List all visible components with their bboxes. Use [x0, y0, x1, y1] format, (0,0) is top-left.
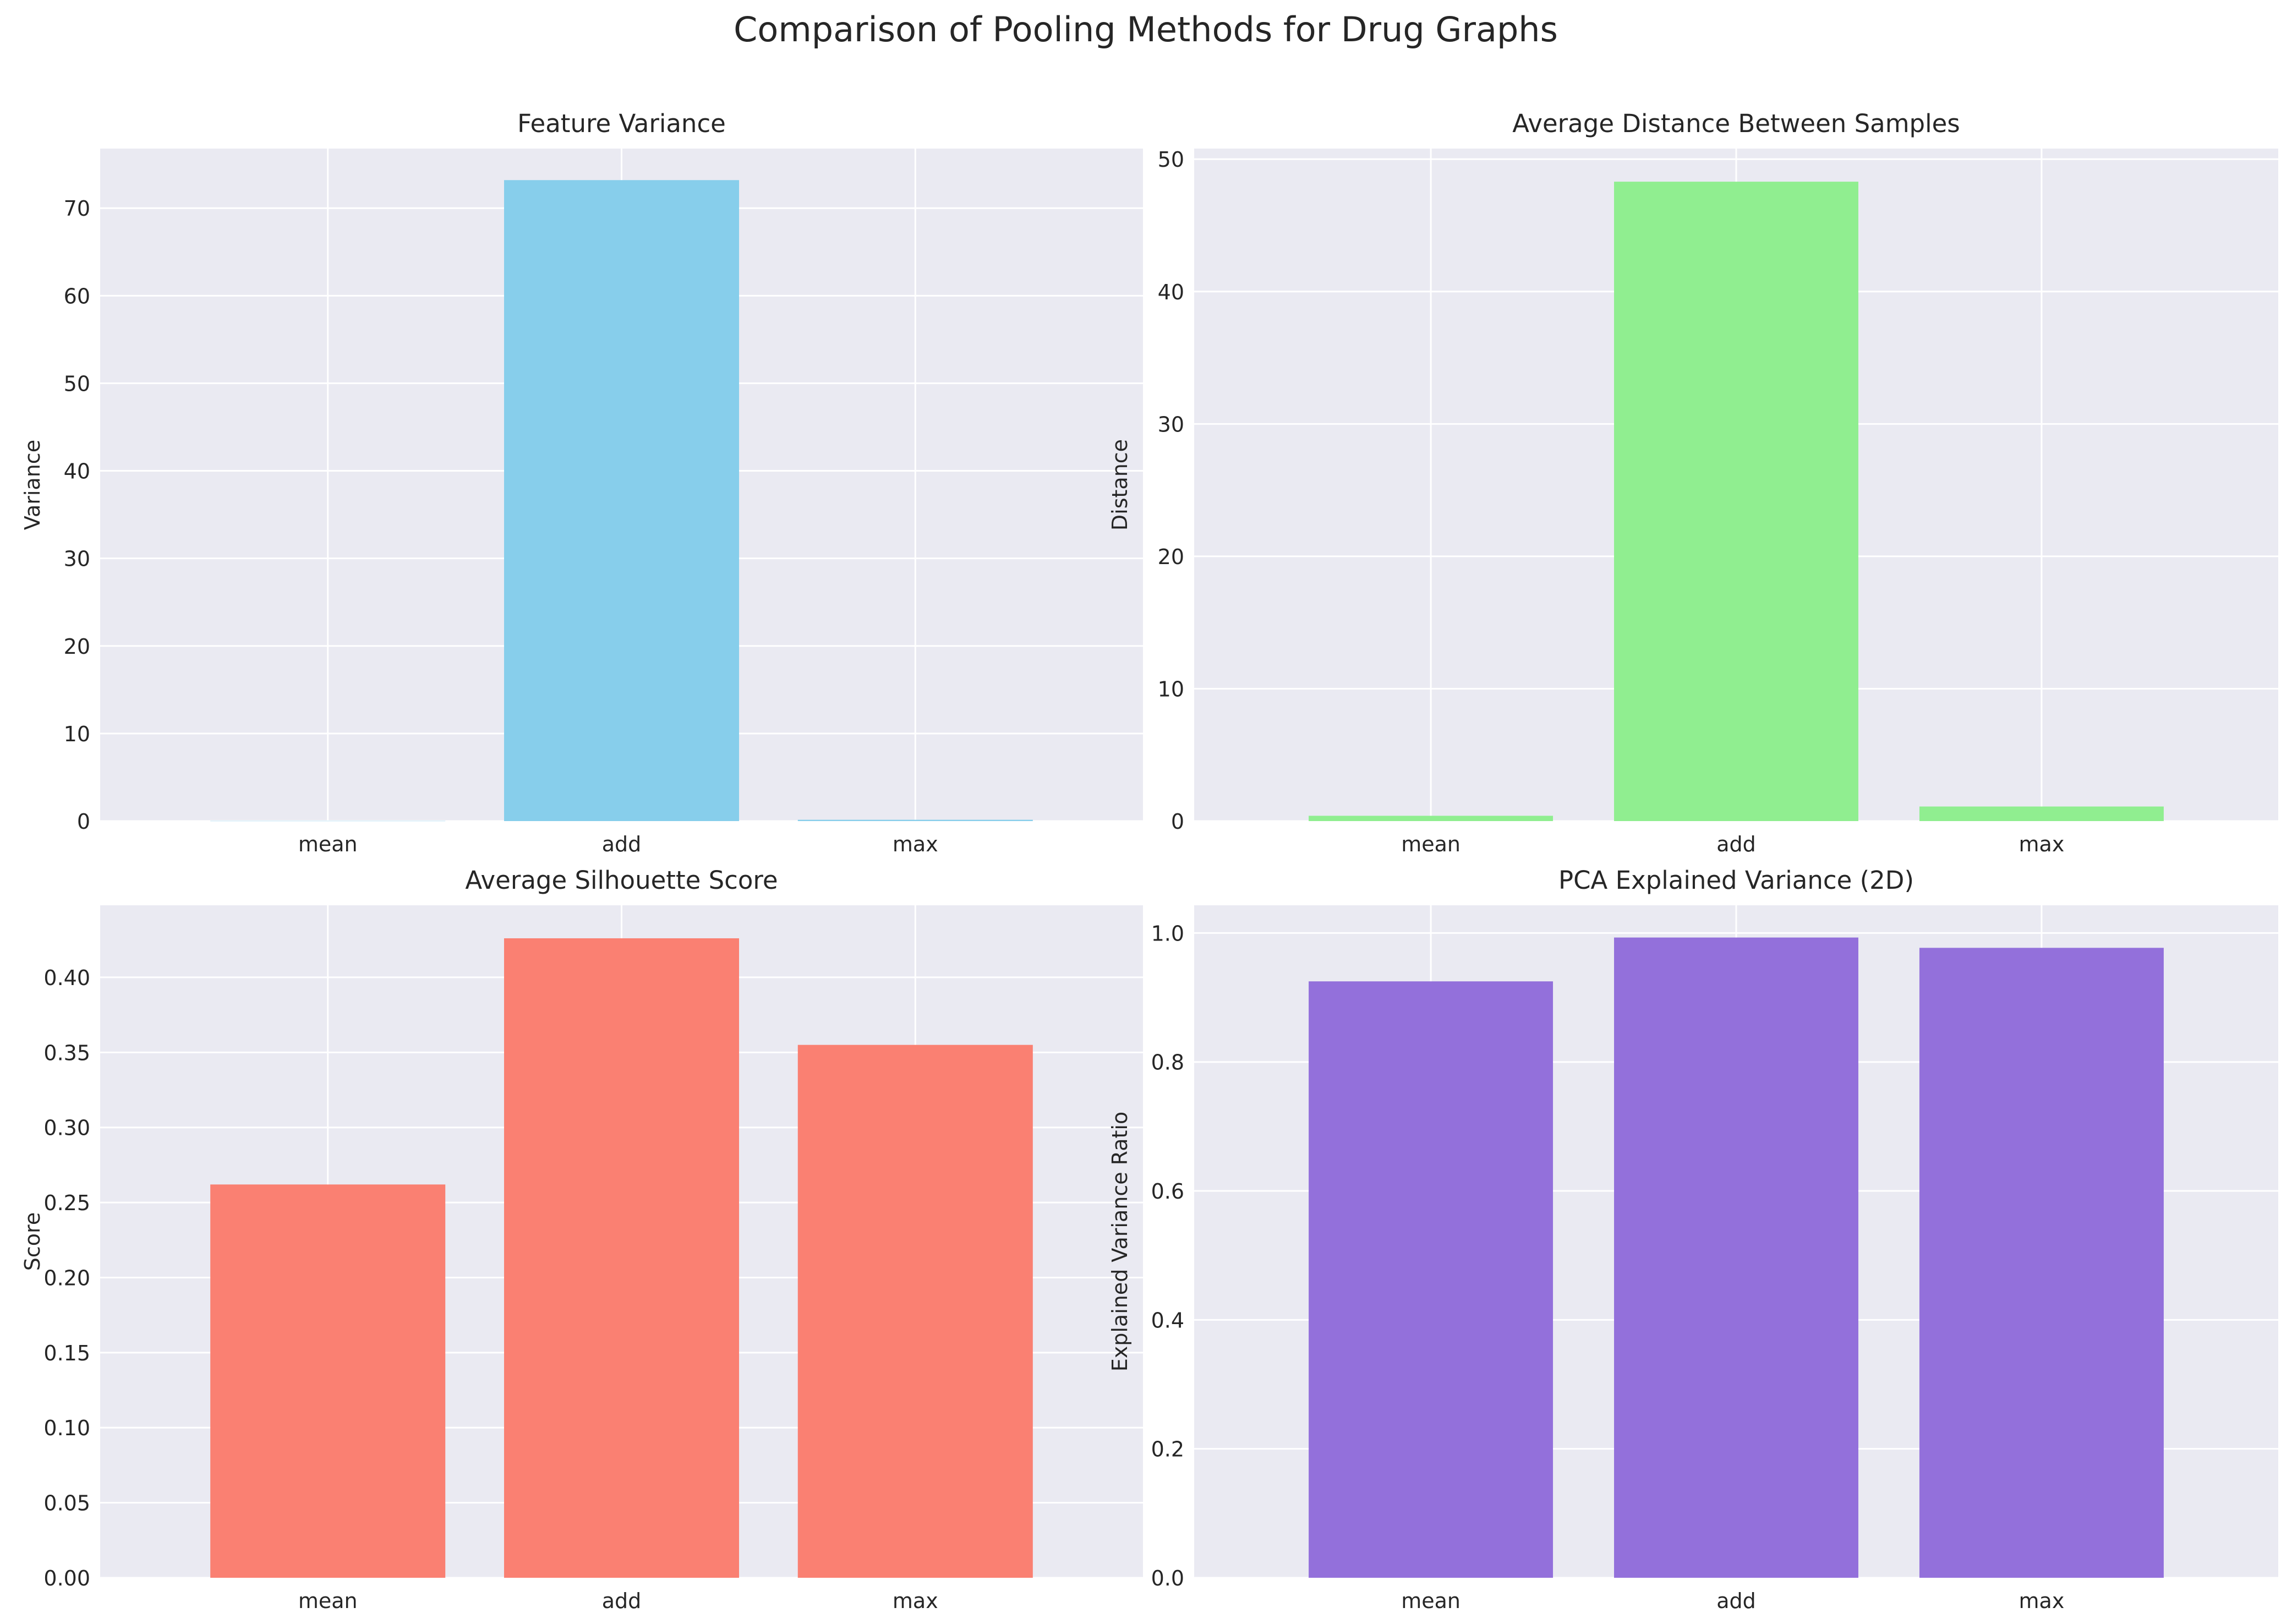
- bar-max: [1919, 948, 2164, 1578]
- y-tick-label: 0: [1171, 810, 1184, 834]
- y-tick-label: 10: [1158, 677, 1184, 701]
- bar-mean: [1309, 981, 1553, 1578]
- y-tick-label: 50: [64, 371, 90, 396]
- y-tick-label: 0.00: [43, 1566, 90, 1590]
- y-axis-label: Distance: [1108, 439, 1132, 531]
- y-tick-label: 0.10: [43, 1416, 90, 1440]
- y-tick-label: 0.05: [43, 1491, 90, 1516]
- y-tick-label: 0.6: [1151, 1179, 1184, 1204]
- bar-mean: [210, 821, 446, 822]
- y-tick-label: 0.20: [43, 1266, 90, 1290]
- y-tick-label: 0.4: [1151, 1308, 1184, 1332]
- y-tick-label: 0.35: [43, 1041, 90, 1065]
- y-tick-label: 0.0: [1151, 1566, 1184, 1590]
- bar-max: [1919, 806, 2164, 821]
- chart-panel-2: 0 10 20 30 40 50 mean add max Average Distance Be…: [1108, 109, 2278, 856]
- y-tick-label: 0.15: [43, 1341, 90, 1365]
- y-tick-label: 0.40: [43, 966, 90, 990]
- y-tick-label: 20: [64, 635, 90, 659]
- y-tick-label: 40: [1158, 280, 1184, 304]
- chart-title: Feature Variance: [517, 109, 726, 138]
- y-tick-label: 30: [64, 547, 90, 571]
- x-tick-label: add: [1716, 832, 1756, 856]
- y-axis-label: Score: [20, 1212, 45, 1271]
- x-tick-label: add: [602, 1589, 642, 1613]
- y-tick-label: 20: [1158, 545, 1184, 569]
- y-tick-label: 0.8: [1151, 1051, 1184, 1075]
- x-tick-label: mean: [1401, 832, 1460, 856]
- chart-title: Average Distance Between Samples: [1512, 109, 1960, 138]
- chart-panel-3: 0.00 0.05 0.10 0.15 0.20 0.25 0.30 0.35 0.40 mean…: [20, 866, 1143, 1613]
- chart-title: PCA Explained Variance (2D): [1558, 866, 1914, 895]
- bar-mean: [210, 1184, 446, 1578]
- x-tick-label: max: [2019, 832, 2065, 856]
- y-tick-label: 10: [64, 722, 90, 746]
- x-tick-label: mean: [298, 1589, 358, 1613]
- y-tick-label: 30: [1158, 412, 1184, 436]
- bar-add: [1614, 937, 1858, 1578]
- chart-panel-4: 0.0 0.2 0.4 0.6 0.8 1.0 mean add max PCA Explaine…: [1108, 866, 2278, 1613]
- panels: 0 10 20 30 40 50 60 70 mean add max Feature Varianc…: [20, 109, 2278, 1613]
- y-tick-label: 0.2: [1151, 1437, 1184, 1462]
- bar-mean: [1309, 816, 1553, 821]
- y-tick-label: 0.25: [43, 1191, 90, 1215]
- y-tick-label: 50: [1158, 147, 1184, 172]
- figure-title: Comparison of Pooling Methods for Drug G…: [734, 9, 1558, 50]
- bar-add: [504, 938, 740, 1578]
- bar-max: [797, 819, 1033, 821]
- y-tick-label: 1.0: [1151, 921, 1184, 945]
- x-tick-label: max: [2019, 1589, 2065, 1613]
- chart-panel-1: 0 10 20 30 40 50 60 70 mean add max Feature Varianc…: [20, 109, 1143, 856]
- x-tick-label: max: [893, 1589, 938, 1613]
- bar-add: [1614, 182, 1858, 821]
- x-tick-label: add: [602, 832, 642, 856]
- y-tick-label: 60: [64, 284, 90, 308]
- y-axis-label: Explained Variance Ratio: [1108, 1112, 1132, 1371]
- y-axis-label: Variance: [20, 440, 45, 530]
- y-tick-label: 70: [64, 196, 90, 221]
- y-tick-label: 40: [64, 460, 90, 484]
- x-tick-label: mean: [298, 832, 358, 856]
- x-tick-label: mean: [1401, 1589, 1460, 1613]
- x-tick-label: add: [1716, 1589, 1756, 1613]
- chart-title: Average Silhouette Score: [465, 866, 778, 895]
- bar-max: [797, 1045, 1033, 1578]
- x-tick-label: max: [893, 832, 938, 856]
- bar-add: [504, 180, 740, 821]
- y-tick-label: 0.30: [43, 1116, 90, 1140]
- y-tick-label: 0: [77, 810, 90, 834]
